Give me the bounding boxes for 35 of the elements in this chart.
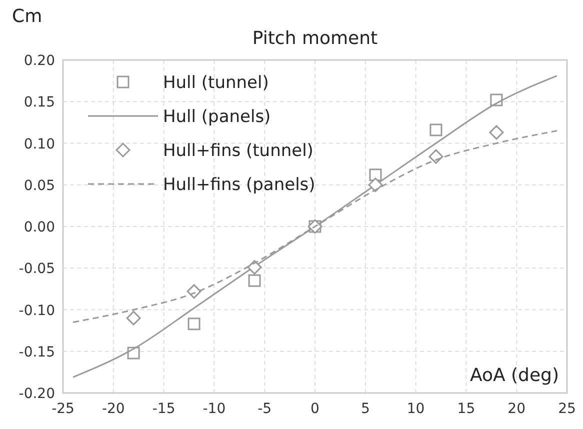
point xyxy=(430,124,442,136)
x-tick-label: 20 xyxy=(508,401,526,417)
x-tick-label: -10 xyxy=(202,401,226,417)
x-tick-label: 5 xyxy=(360,401,370,417)
legend-label: Hull+fins (tunnel) xyxy=(163,141,314,161)
y-axis-title: Cm xyxy=(12,6,42,27)
legend-label: Hull+fins (panels) xyxy=(163,175,316,195)
y-tick-label: 0.15 xyxy=(24,94,55,111)
legend-label: Hull (tunnel) xyxy=(163,73,269,93)
point xyxy=(248,274,261,287)
y-tick-label: 0.10 xyxy=(24,136,55,152)
x-tick-label: -15 xyxy=(152,401,176,417)
x-tick-label: 25 xyxy=(558,401,576,417)
x-tick-label: -5 xyxy=(258,401,272,417)
x-tick-label: 0 xyxy=(310,401,320,417)
x-tick-label: 10 xyxy=(406,401,425,417)
y-tick-label: -0.10 xyxy=(18,302,55,319)
point xyxy=(489,125,504,140)
y-tick-label: -0.15 xyxy=(18,344,55,360)
x-tick-label: -20 xyxy=(102,401,125,417)
y-tick-label: 0.05 xyxy=(24,178,55,194)
chart-title: Pitch moment xyxy=(252,28,378,49)
x-tick-label: -25 xyxy=(52,401,74,417)
y-tick-label: -0.05 xyxy=(18,261,55,278)
point xyxy=(188,318,200,330)
point xyxy=(368,178,383,192)
y-tick-label: -0.20 xyxy=(18,386,55,402)
y-tick-label: 0.00 xyxy=(24,220,55,236)
point xyxy=(369,168,382,182)
point xyxy=(247,260,262,275)
x-axis-title: AoA (deg) xyxy=(470,365,559,386)
legend-label: Hull (panels) xyxy=(163,107,271,127)
point xyxy=(126,310,141,326)
x-tick-label: 15 xyxy=(457,401,476,417)
y-tick-label: 0.20 xyxy=(24,53,55,69)
